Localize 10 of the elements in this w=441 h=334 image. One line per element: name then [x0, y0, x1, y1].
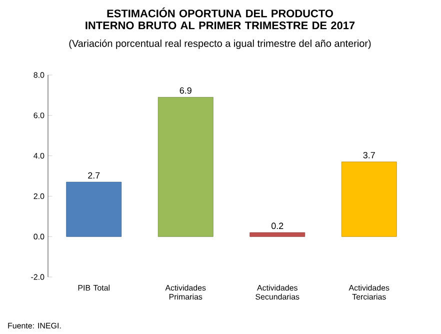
- chart-subtitle: (Variación porcentual real respecto a igual trimestre del año anterior): [69, 40, 371, 49]
- bar: [250, 232, 306, 237]
- bar: [341, 162, 397, 237]
- data-label: 2.7: [88, 172, 100, 179]
- data-label: 0.2: [271, 222, 284, 230]
- data-label: 3.7: [363, 152, 375, 158]
- chart-title: ESTIMACIÓN OPORTUNA DEL PRODUCTO INTERNO BRUTO AL PRIMER TRIMESTRE DE 2017: [86, 8, 355, 30]
- data-label: 6.9: [180, 87, 192, 94]
- bar: [66, 182, 122, 237]
- bar: [158, 97, 214, 237]
